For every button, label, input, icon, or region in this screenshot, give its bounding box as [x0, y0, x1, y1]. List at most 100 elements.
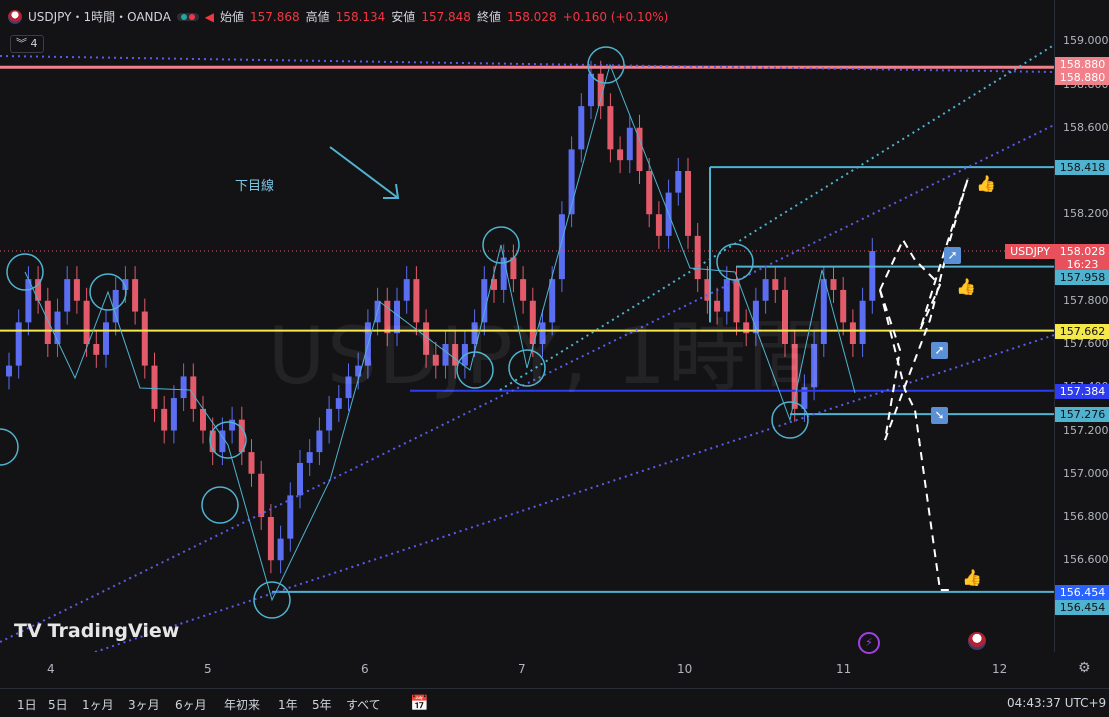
- price-tag: 158.880: [1055, 70, 1109, 86]
- time-label: 6: [361, 662, 369, 676]
- candle-body: [694, 235, 701, 280]
- trend-line: [0, 124, 1054, 643]
- chevron-icon: ︾: [16, 37, 27, 50]
- price-tag: 158.418: [1055, 160, 1109, 176]
- price-tick: 157.000: [1063, 466, 1109, 480]
- clock[interactable]: 04:43:37 UTC+9: [1007, 696, 1107, 710]
- chart-area[interactable]: USDJPY, 1時間 下目線 USDJPY・1時間・OANDA ◀ 始値 157…: [0, 0, 1054, 654]
- price-tag: 157.662: [1055, 323, 1109, 339]
- settings-gear-icon[interactable]: ⚙: [1078, 660, 1091, 676]
- symbol-title[interactable]: USDJPY・1時間・OANDA: [28, 10, 171, 24]
- range-6m[interactable]: 6ヶ月: [175, 698, 207, 712]
- candle-body: [219, 430, 226, 453]
- forecast-path: [879, 177, 969, 441]
- candle-body: [200, 408, 206, 431]
- time-axis[interactable]: 4 5 6 7 10 11 12 ⚙: [0, 652, 1091, 688]
- candle-body: [655, 214, 662, 236]
- candle-body: [636, 127, 643, 171]
- candle-body: [190, 376, 197, 409]
- candle-body: [267, 517, 274, 561]
- price-tick: 158.600: [1063, 120, 1109, 134]
- swing-circle: [456, 351, 494, 389]
- range-5d[interactable]: 5日: [48, 698, 68, 712]
- open-label: 始値: [220, 10, 245, 24]
- candle-body: [180, 376, 187, 399]
- candle-body: [549, 279, 556, 323]
- candle-body: [510, 257, 517, 280]
- us-flag-icon[interactable]: [968, 632, 986, 650]
- candle-body: [772, 279, 779, 290]
- us-flag-icon: [8, 9, 22, 24]
- swing-circle: [482, 226, 520, 264]
- price-tag: 157.384: [1055, 383, 1109, 399]
- range-3m[interactable]: 3ヶ月: [128, 698, 160, 712]
- range-1y[interactable]: 1年: [278, 698, 298, 712]
- price-tag: USDJPY: [1005, 244, 1055, 260]
- candle-body: [326, 408, 333, 431]
- range-5y[interactable]: 5年: [312, 698, 332, 712]
- candle-body: [306, 452, 313, 463]
- candle-body: [403, 279, 410, 301]
- candle-body: [762, 279, 769, 301]
- status-dots[interactable]: [176, 12, 199, 21]
- candle-body: [35, 279, 42, 301]
- candle-body: [64, 279, 71, 312]
- swing-circle: [209, 421, 247, 459]
- chart-svg: [0, 44, 1054, 652]
- price-tick: 157.200: [1063, 423, 1109, 437]
- price-tick: 157.800: [1063, 293, 1109, 307]
- candle-body: [588, 73, 594, 107]
- candle-body: [25, 279, 32, 323]
- time-label: 10: [677, 662, 693, 676]
- candle-body: [626, 127, 633, 161]
- candle-body: [15, 322, 22, 366]
- candle-body: [685, 171, 691, 236]
- lightning-icon[interactable]: ⚡: [858, 632, 880, 654]
- indicator-toggle[interactable]: ︾ 4: [10, 35, 44, 53]
- open-value: 157.868: [250, 9, 300, 24]
- candle-body: [578, 106, 585, 150]
- candle-body: [413, 279, 420, 323]
- candle-body: [258, 473, 265, 517]
- candle-body: [423, 322, 430, 355]
- bottom-toolbar: 1日 5日 1ヶ月 3ヶ月 6ヶ月 年初来 1年 5年 すべて 📅 04:43:…: [0, 688, 1109, 717]
- range-all[interactable]: すべて: [346, 698, 381, 712]
- date-range-icon[interactable]: 📅: [410, 694, 429, 712]
- candle-body: [335, 398, 342, 409]
- candle-body: [161, 408, 168, 431]
- candle-body: [539, 322, 546, 344]
- time-label: 7: [518, 662, 526, 676]
- candle-body: [558, 214, 565, 280]
- candle-body: [122, 279, 129, 290]
- range-ytd[interactable]: 年初来: [224, 698, 261, 712]
- time-label: 5: [204, 662, 212, 676]
- candle-body: [675, 171, 682, 193]
- candle-body: [617, 149, 624, 161]
- high-value: 158.134: [335, 9, 386, 24]
- thumbs-up-icon: 👍: [962, 568, 982, 587]
- price-tick: 158.200: [1063, 207, 1109, 221]
- forecast-path: [879, 177, 969, 331]
- price-tag: 158.028: [1055, 244, 1109, 260]
- candle-body: [141, 311, 148, 366]
- candle-body: [170, 398, 177, 431]
- candle-body: [132, 279, 139, 312]
- candle-body: [520, 279, 527, 301]
- candle-body: [229, 419, 236, 431]
- price-tag: 157.276: [1055, 407, 1109, 423]
- arrow-up-right-icon: ➚: [931, 342, 948, 359]
- high-label: 高値: [305, 10, 330, 24]
- flag-marker-icon: ◀: [204, 9, 215, 24]
- candle-body: [704, 279, 711, 301]
- candle-body: [297, 462, 303, 496]
- thumbs-up-icon: 👍: [956, 277, 976, 296]
- range-1m[interactable]: 1ヶ月: [82, 698, 114, 712]
- tv-logo-icon: 𝗧𝗩: [14, 620, 42, 642]
- candle-body: [491, 279, 497, 290]
- close-value: 158.028: [506, 9, 557, 24]
- range-1d[interactable]: 1日: [17, 698, 37, 712]
- price-tag: 156.454: [1055, 584, 1109, 600]
- candle-body: [869, 251, 876, 301]
- candle-body: [723, 279, 730, 312]
- price-axis[interactable]: 159.000158.800158.600158.400158.200158.0…: [1005, 0, 1109, 652]
